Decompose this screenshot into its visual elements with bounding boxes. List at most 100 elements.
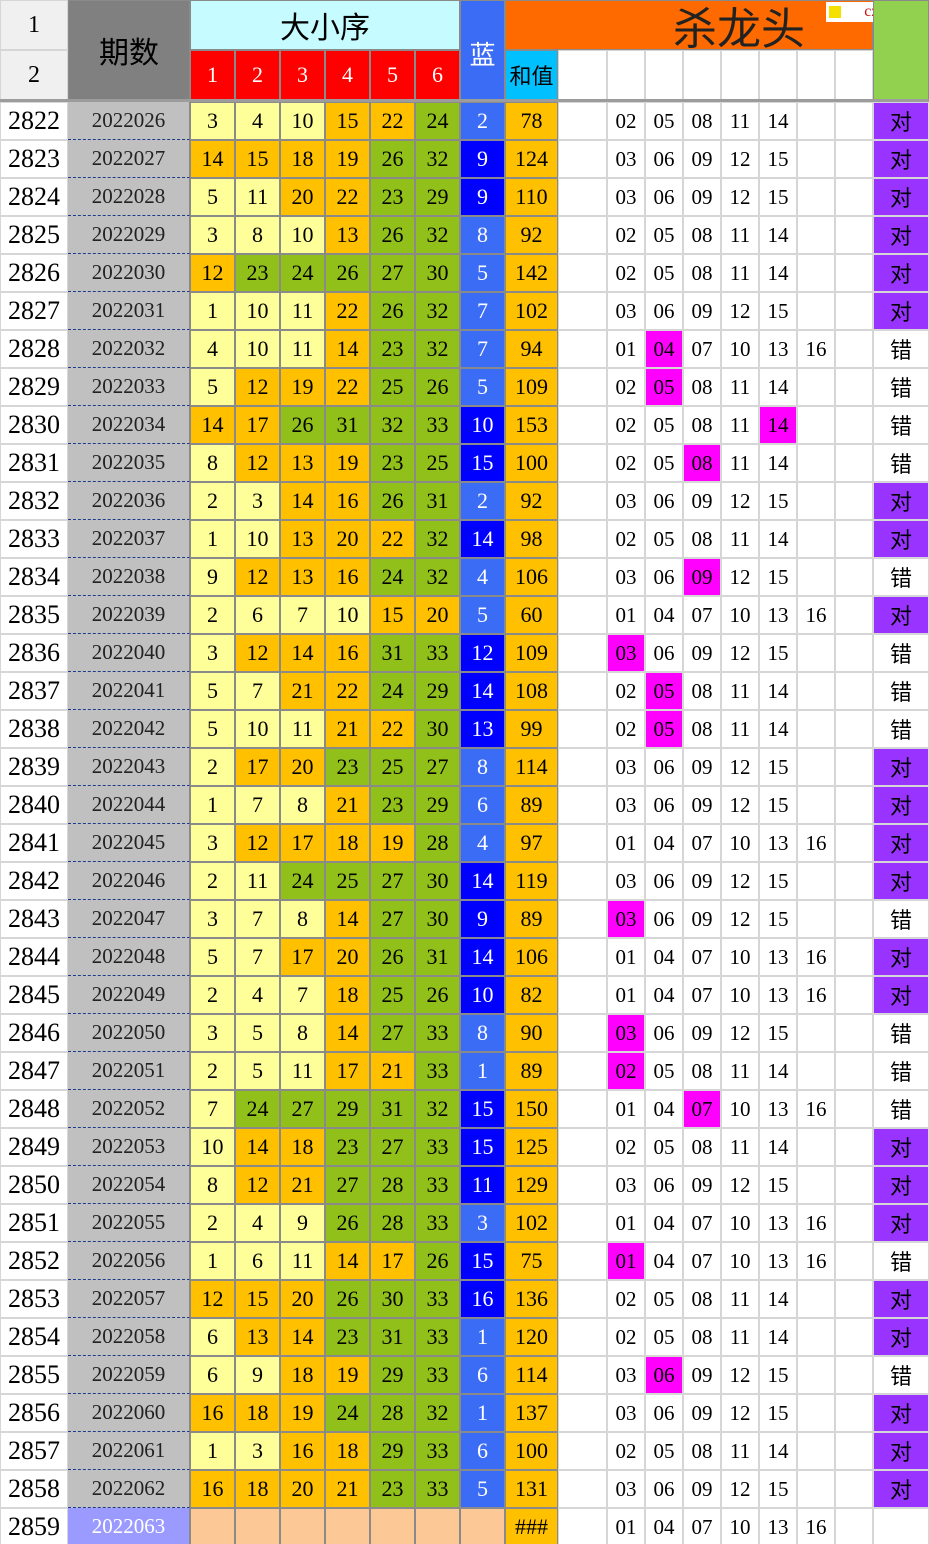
sum-value: 90 [505, 1014, 558, 1052]
result: 对 [873, 1432, 929, 1470]
ball-number: 8 [280, 786, 325, 824]
ball-number: 32 [415, 292, 460, 330]
ball-number: 32 [415, 558, 460, 596]
kill-number: 15 [759, 1394, 797, 1432]
kill-number: 04 [645, 1090, 683, 1128]
blank-cell [797, 50, 835, 100]
kill-number: 07 [683, 1204, 721, 1242]
period: 2022032 [68, 330, 190, 368]
period: 2022050 [68, 1014, 190, 1052]
kill-number: 03 [607, 140, 645, 178]
sum-value: 150 [505, 1090, 558, 1128]
ball-number: 8 [235, 216, 280, 254]
kill-number: 03 [607, 178, 645, 216]
blank-cell [835, 558, 873, 596]
blank-cell [558, 862, 607, 900]
kill-number: 09 [683, 1394, 721, 1432]
row-number: 2851 [0, 1204, 68, 1242]
result: 错 [873, 406, 929, 444]
ball-number: 3 [190, 634, 235, 672]
kill-number: 09 [683, 1356, 721, 1394]
kill-number: 10 [721, 1204, 759, 1242]
blank-cell [558, 1508, 607, 1544]
ball-number: 16 [325, 634, 370, 672]
ball-number: 8 [190, 1166, 235, 1204]
kill-number: 06 [645, 558, 683, 596]
ball-number [370, 1508, 415, 1544]
position-header: 3 [280, 50, 325, 100]
ball-number: 6 [235, 596, 280, 634]
ball-number: 18 [235, 1394, 280, 1432]
ball-number: 14 [190, 406, 235, 444]
kill-number: 03 [607, 634, 645, 672]
kill-number: 11 [721, 368, 759, 406]
sum-value: 94 [505, 330, 558, 368]
blank-cell [835, 178, 873, 216]
kill-number: 02 [607, 368, 645, 406]
ball-number: 4 [235, 102, 280, 140]
row-number: 2859 [0, 1508, 68, 1544]
result: 错 [873, 634, 929, 672]
ball-number: 11 [280, 710, 325, 748]
blank-cell [558, 634, 607, 672]
ball-number: 19 [325, 1356, 370, 1394]
ball-number: 25 [370, 368, 415, 406]
kill-number: 13 [759, 938, 797, 976]
sum-value: 108 [505, 672, 558, 710]
kill-number: 06 [645, 1014, 683, 1052]
sum-value: 142 [505, 254, 558, 292]
blue-number: 15 [460, 1242, 505, 1280]
ball-number: 32 [415, 1090, 460, 1128]
sum-value: 75 [505, 1242, 558, 1280]
blank-cell [797, 368, 835, 406]
blank-cell [797, 748, 835, 786]
blue-number: 10 [460, 406, 505, 444]
kill-number: 14 [759, 520, 797, 558]
kill-number: 11 [721, 444, 759, 482]
ball-number: 10 [235, 710, 280, 748]
blank-cell [835, 1242, 873, 1280]
sum-value: 92 [505, 216, 558, 254]
row-number: 2835 [0, 596, 68, 634]
ball-number: 21 [325, 710, 370, 748]
result: 错 [873, 368, 929, 406]
period: 2022063 [68, 1508, 190, 1544]
blank-cell [835, 786, 873, 824]
kill-number: 05 [645, 520, 683, 558]
ball-number: 10 [325, 596, 370, 634]
kill-number: 03 [607, 748, 645, 786]
kill-number: 05 [645, 216, 683, 254]
blank-cell [558, 292, 607, 330]
kill-number: 15 [759, 786, 797, 824]
ball-number: 26 [370, 140, 415, 178]
ball-number: 33 [415, 1052, 460, 1090]
header-divider [0, 99, 929, 102]
ball-number: 3 [235, 1432, 280, 1470]
ball-number: 8 [190, 444, 235, 482]
kill-number: 05 [645, 1318, 683, 1356]
ball-number: 32 [370, 406, 415, 444]
period: 2022060 [68, 1394, 190, 1432]
blue-number: 2 [460, 102, 505, 140]
blank-cell [558, 1128, 607, 1166]
kill-number: 06 [645, 786, 683, 824]
kill-number: 03 [607, 1166, 645, 1204]
kill-number: 13 [759, 1242, 797, 1280]
sum-value: 102 [505, 1204, 558, 1242]
row-number: 2848 [0, 1090, 68, 1128]
result: 错 [873, 672, 929, 710]
kill-number: 03 [607, 558, 645, 596]
kill-number: 08 [683, 1280, 721, 1318]
blank-cell [797, 1318, 835, 1356]
blank-cell [558, 900, 607, 938]
sum-value: 100 [505, 444, 558, 482]
sum-value: 125 [505, 1128, 558, 1166]
row-number: 2849 [0, 1128, 68, 1166]
ball-number: 16 [280, 1432, 325, 1470]
blank-cell [835, 1090, 873, 1128]
result: 对 [873, 1280, 929, 1318]
ball-number: 33 [415, 1280, 460, 1318]
kill-number: 13 [759, 596, 797, 634]
row-number: 2845 [0, 976, 68, 1014]
ball-number: 29 [415, 672, 460, 710]
